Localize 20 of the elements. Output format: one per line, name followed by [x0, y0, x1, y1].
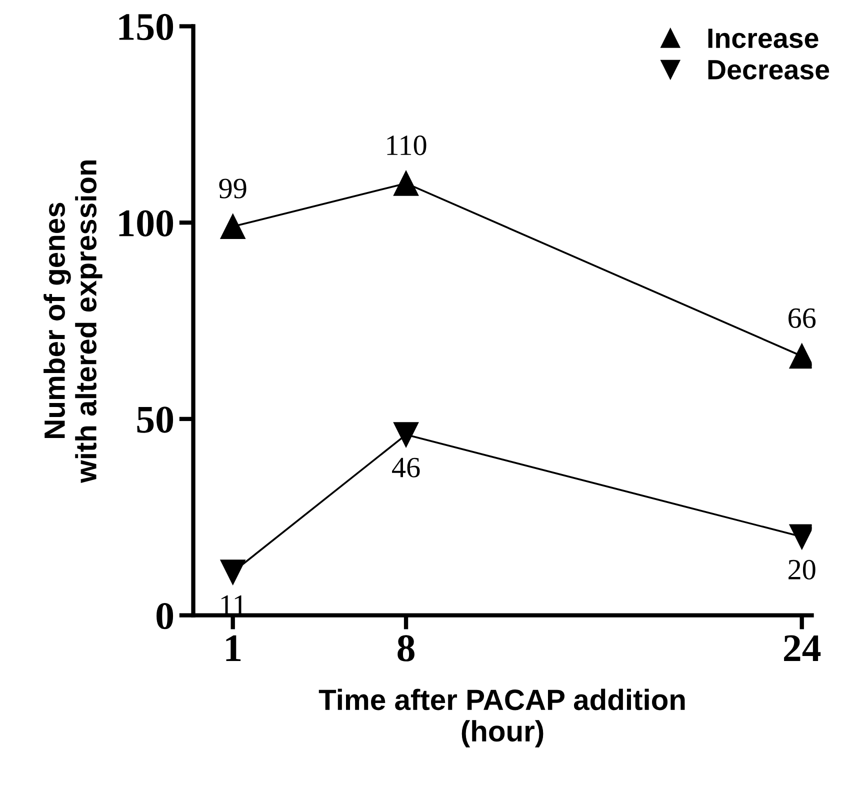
data-label: 46 — [392, 458, 420, 478]
legend-label: Increase — [708, 28, 818, 48]
y-tick-label: 150 — [119, 14, 174, 40]
y-tick-label: 50 — [137, 406, 174, 433]
y-tick-label: 100 — [119, 210, 174, 236]
y-tick-label: 0 — [156, 602, 174, 630]
point — [394, 170, 419, 196]
point — [220, 560, 246, 585]
x-axis-title: Time after PACAP addition (hour) — [318, 688, 685, 748]
y-axis-title: Number of genes with altered expression — [44, 160, 102, 483]
data-label: 110 — [387, 136, 426, 156]
x-tick-label: 24 — [784, 635, 821, 662]
point — [220, 214, 246, 240]
x-tick-label: 8 — [398, 635, 414, 662]
x-tick-label: 1 — [226, 635, 241, 662]
data-label: 20 — [788, 560, 816, 580]
legend-label: Decrease — [708, 60, 830, 80]
data-label: 99 — [219, 178, 246, 198]
data-label: 66 — [788, 308, 816, 328]
point — [394, 422, 419, 448]
